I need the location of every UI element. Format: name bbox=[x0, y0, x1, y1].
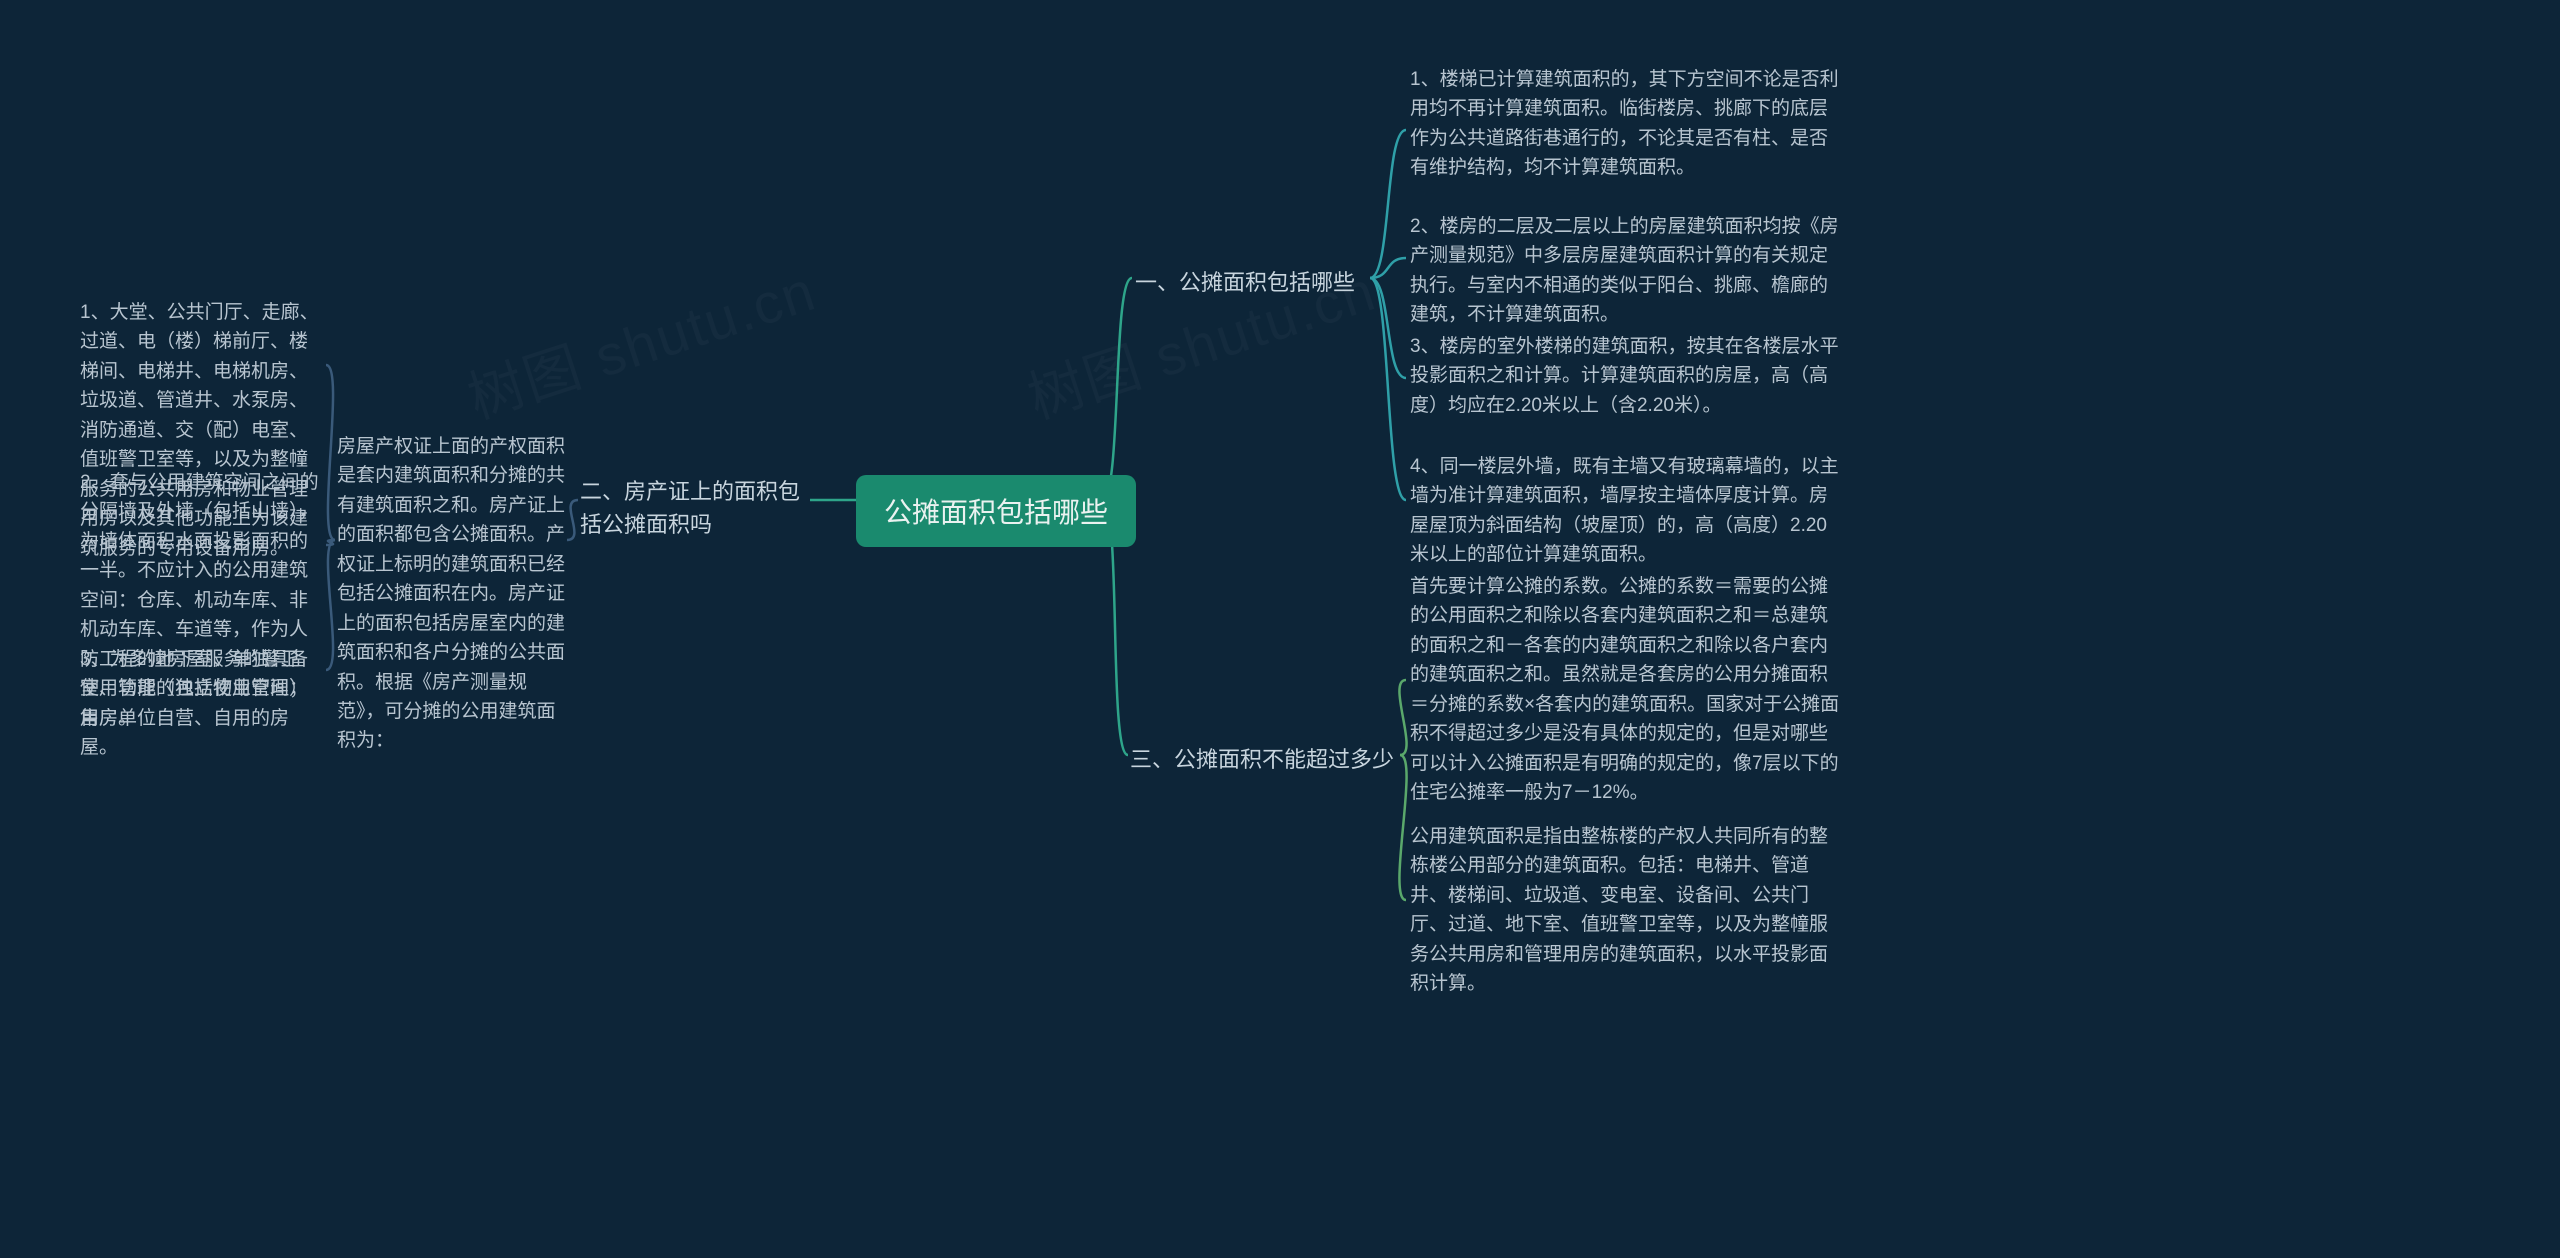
leaf-r1-3: 4、同一楼层外墙，既有主墙又有玻璃幕墙的，以主墙为准计算建筑面积，墙厚按主墙体厚… bbox=[1410, 452, 1845, 570]
leaf-l-2: 3、为多幢房屋服务的警卫室、管理（包括物业管理）用房。 bbox=[80, 645, 325, 733]
center-node[interactable]: 公摊面积包括哪些 bbox=[856, 475, 1136, 547]
leaf-r1-1: 2、楼房的二层及二层以上的房屋建筑面积均按《房产测量规范》中多层房屋建筑面积计算… bbox=[1410, 212, 1845, 330]
branch-right-1[interactable]: 一、公摊面积包括哪些 bbox=[1135, 265, 1355, 297]
branch-right-2[interactable]: 三、公摊面积不能超过多少 bbox=[1130, 742, 1394, 774]
leaf-r2-0: 首先要计算公摊的系数。公摊的系数＝需要的公摊的公用面积之和除以各套内建筑面积之和… bbox=[1410, 572, 1845, 808]
leaf-r2-1: 公用建筑面积是指由整栋楼的产权人共同所有的整栋楼公用部分的建筑面积。包括：电梯井… bbox=[1410, 822, 1845, 999]
leaf-r1-2: 3、楼房的室外楼梯的建筑面积，按其在各楼层水平投影面积之和计算。计算建筑面积的房… bbox=[1410, 332, 1845, 420]
branch-left[interactable]: 二、房产证上的面积包括公摊面积吗 bbox=[580, 475, 810, 541]
leaf-r1-0: 1、楼梯已计算建筑面积的，其下方空间不论是否利用均不再计算建筑面积。临街楼房、挑… bbox=[1410, 65, 1845, 183]
watermark: 树图 shutu.cn bbox=[456, 246, 825, 435]
left-mid: 房屋产权证上面的产权面积是套内建筑面积和分摊的共有建筑面积之和。房产证上的面积都… bbox=[337, 432, 567, 756]
